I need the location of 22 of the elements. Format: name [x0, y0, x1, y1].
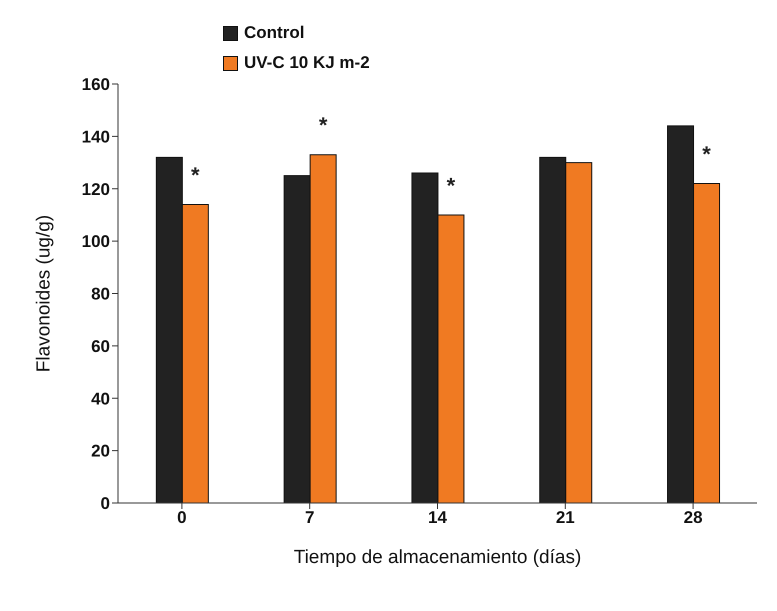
- x-tick-label: 7: [304, 508, 314, 528]
- x-axis-title: Tiempo de almacenamiento (días): [294, 547, 582, 568]
- y-tick-label: 80: [91, 284, 110, 304]
- annotation: *: [191, 162, 200, 188]
- y-tick-label: 20: [91, 442, 110, 461]
- legend-label: Control: [244, 23, 304, 43]
- legend-label: UV-C 10 KJ m-2: [244, 53, 370, 73]
- y-tick-label: 160: [82, 75, 110, 94]
- x-tick-label: 28: [684, 508, 703, 528]
- annotation: *: [446, 172, 456, 198]
- y-tick-label: 0: [100, 494, 110, 514]
- y-tick-label: 120: [82, 180, 110, 199]
- x-tick-label: 0: [177, 508, 187, 528]
- y-tick-label: 140: [82, 127, 110, 146]
- y-axis-title: Flavonoides (ug/g): [34, 214, 55, 372]
- y-tick-label: 100: [82, 232, 110, 252]
- y-tick-label: 60: [91, 336, 110, 356]
- x-tick-label: 14: [428, 508, 448, 528]
- annotation: *: [318, 112, 328, 138]
- x-tick-label: 21: [556, 508, 575, 528]
- annotation: *: [702, 142, 712, 167]
- y-tick-label: 40: [91, 389, 110, 408]
